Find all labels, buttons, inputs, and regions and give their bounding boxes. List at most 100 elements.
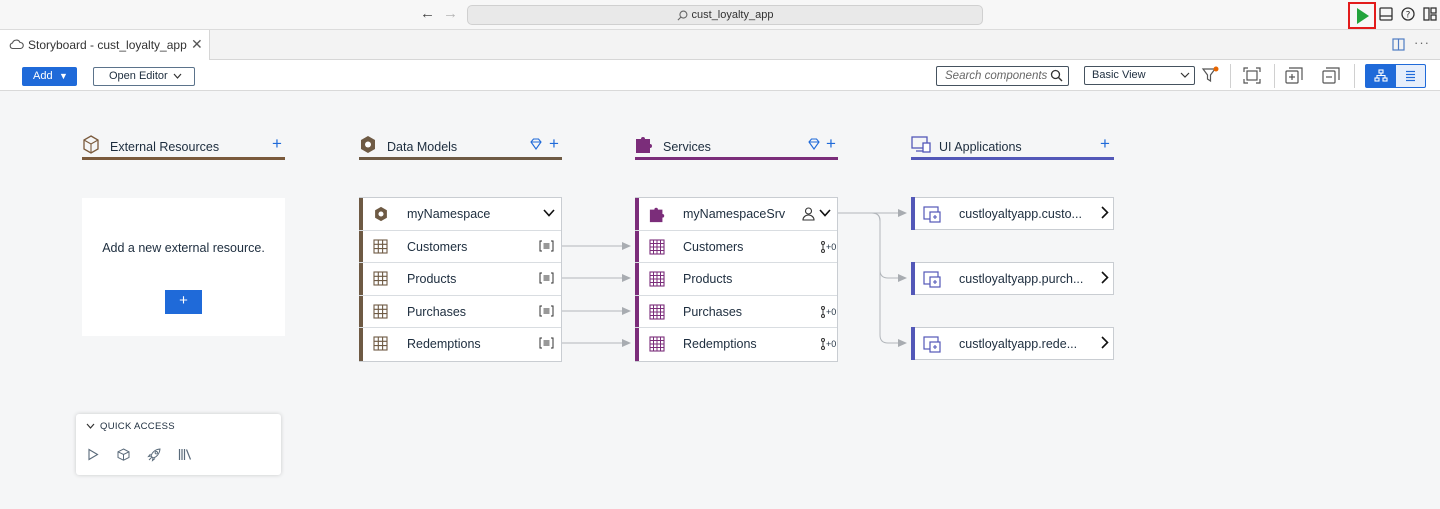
- collapse-all-icon[interactable]: [1322, 67, 1340, 84]
- ui-app-card-purch[interactable]: custloyaltyapp.purch...: [911, 262, 1114, 295]
- view-select-value: Basic View: [1092, 69, 1146, 81]
- list-details-icon[interactable]: [539, 240, 554, 252]
- data-model-card: myNamespace Customers Products Purchases…: [359, 197, 562, 362]
- help-icon[interactable]: ?: [1400, 6, 1416, 22]
- row-stripe: [635, 295, 639, 327]
- service-entity-row-customers[interactable]: Customers +0: [635, 230, 837, 263]
- column-header-ui-applications: UI Applications +: [911, 134, 1114, 160]
- entity-row-products[interactable]: Products: [359, 263, 561, 296]
- search-components-input[interactable]: [945, 67, 1050, 85]
- add-external-resource-button[interactable]: +: [272, 134, 282, 153]
- fit-to-screen-icon[interactable]: [1243, 67, 1261, 84]
- ui-app-tile-icon: [923, 206, 941, 223]
- service-entity-row-redemptions[interactable]: Redemptions +0: [635, 328, 837, 361]
- tab-storyboard[interactable]: Storyboard - cust_loyalty_app ✕: [0, 30, 210, 60]
- association-count: +0: [826, 339, 837, 349]
- association-icon[interactable]: [819, 305, 828, 318]
- ui-app-card-custo[interactable]: custloyaltyapp.custo...: [911, 197, 1114, 230]
- column-header-data-models: Data Models +: [359, 134, 562, 160]
- list-details-icon[interactable]: [539, 337, 554, 349]
- data-model-icon: [375, 206, 387, 222]
- entity-row-purchases[interactable]: Purchases: [359, 295, 561, 328]
- entity-name: Purchases: [683, 304, 743, 319]
- more-actions-icon[interactable]: ···: [1414, 35, 1430, 50]
- library-icon[interactable]: [178, 448, 192, 461]
- search-icon[interactable]: [1050, 69, 1063, 82]
- association-count: +0: [826, 306, 837, 317]
- toggle-panel-icon[interactable]: [1378, 6, 1394, 22]
- forward-arrow-icon[interactable]: →: [443, 5, 458, 22]
- service-entity-row-products[interactable]: Products: [635, 263, 837, 296]
- chevron-right-icon[interactable]: [1101, 271, 1109, 284]
- chevron-down-icon[interactable]: [543, 209, 555, 217]
- association-icon[interactable]: [819, 338, 828, 350]
- command-center-search[interactable]: cust_loyalty_app: [467, 5, 983, 25]
- cloud-icon: [9, 39, 24, 50]
- quick-access-header[interactable]: QUICK ACCESS: [86, 421, 175, 432]
- namespace-header-row[interactable]: myNamespace: [359, 198, 561, 231]
- row-stripe: [911, 262, 915, 295]
- add-external-resource-card-button[interactable]: +: [165, 290, 202, 314]
- service-entity-row-purchases[interactable]: Purchases +0: [635, 295, 837, 328]
- entity-row-redemptions[interactable]: Redemptions: [359, 328, 561, 361]
- view-select[interactable]: Basic View: [1084, 66, 1195, 85]
- entity-name: Redemptions: [683, 337, 757, 351]
- back-arrow-icon[interactable]: ←: [420, 5, 435, 22]
- list-details-icon[interactable]: [539, 305, 554, 317]
- row-stripe: [359, 263, 363, 295]
- view-mode-toggle: [1365, 64, 1426, 88]
- search-components-field[interactable]: [936, 66, 1069, 86]
- entity-name: Products: [683, 272, 733, 286]
- row-stripe: [911, 197, 915, 230]
- list-view-button[interactable]: [1396, 65, 1425, 87]
- user-icon[interactable]: [802, 207, 815, 221]
- ui-app-card-rede[interactable]: custloyaltyapp.rede...: [911, 327, 1114, 360]
- chevron-right-icon[interactable]: [1101, 336, 1109, 349]
- association-icon[interactable]: [819, 240, 828, 253]
- entity-name: Purchases: [407, 304, 467, 319]
- run-icon[interactable]: [87, 448, 99, 461]
- row-stripe: [359, 230, 363, 262]
- add-button[interactable]: Add ▼: [22, 67, 77, 86]
- service-header-row[interactable]: myNamespaceSrv: [635, 198, 837, 231]
- deploy-rocket-icon[interactable]: [147, 448, 161, 462]
- split-editor-icon[interactable]: [1392, 38, 1405, 51]
- filter-icon[interactable]: [1201, 66, 1219, 84]
- row-stripe: [359, 295, 363, 327]
- row-stripe: [635, 328, 639, 361]
- add-ui-application-button[interactable]: +: [1100, 134, 1110, 153]
- chevron-down-icon: ▼: [59, 71, 68, 81]
- chevron-down-icon[interactable]: [819, 209, 831, 217]
- graph-view-button[interactable]: [1366, 65, 1396, 87]
- run-button[interactable]: [1348, 2, 1376, 29]
- data-model-icon: [361, 136, 375, 153]
- chevron-down-icon: [1180, 72, 1190, 78]
- entity-set-icon: [649, 271, 665, 287]
- search-icon: [677, 10, 687, 21]
- diamond-icon[interactable]: [808, 138, 820, 150]
- close-tab-icon[interactable]: ✕: [191, 36, 203, 52]
- entity-name: Redemptions: [407, 337, 481, 351]
- entity-name: Customers: [683, 239, 744, 254]
- add-data-model-button[interactable]: +: [549, 134, 559, 153]
- table-icon: [373, 271, 388, 286]
- open-editor-label: Open Editor: [109, 70, 168, 82]
- table-icon: [373, 303, 388, 319]
- chevron-right-icon[interactable]: [1101, 206, 1109, 219]
- add-service-button[interactable]: +: [826, 134, 836, 153]
- diamond-icon[interactable]: [530, 138, 542, 150]
- open-editor-button[interactable]: Open Editor: [93, 67, 195, 86]
- entity-set-icon: [649, 238, 665, 255]
- list-details-icon[interactable]: [539, 272, 554, 284]
- ui-app-name: custloyaltyapp.rede...: [959, 337, 1078, 351]
- expand-all-icon[interactable]: [1285, 67, 1303, 84]
- column-underline: [359, 157, 562, 160]
- table-icon: [373, 336, 388, 351]
- column-title: Services: [663, 140, 711, 154]
- toolbar-separator: [1274, 64, 1275, 88]
- namespace-name: myNamespace: [407, 207, 491, 221]
- add-external-resource-message: Add a new external resource.: [102, 241, 265, 255]
- layout-icon[interactable]: [1422, 6, 1438, 22]
- entity-row-customers[interactable]: Customers: [359, 230, 561, 263]
- cube-icon[interactable]: [117, 448, 130, 461]
